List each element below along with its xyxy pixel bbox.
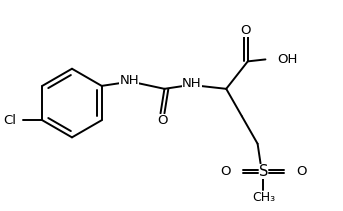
Text: O: O xyxy=(240,23,251,37)
Text: O: O xyxy=(157,114,168,127)
Text: S: S xyxy=(259,164,268,179)
Text: NH: NH xyxy=(182,77,202,91)
Text: Cl: Cl xyxy=(3,114,16,127)
Text: OH: OH xyxy=(277,53,298,66)
Text: O: O xyxy=(296,165,306,178)
Text: NH: NH xyxy=(119,74,139,88)
Text: CH₃: CH₃ xyxy=(252,191,275,204)
Text: O: O xyxy=(221,165,231,178)
